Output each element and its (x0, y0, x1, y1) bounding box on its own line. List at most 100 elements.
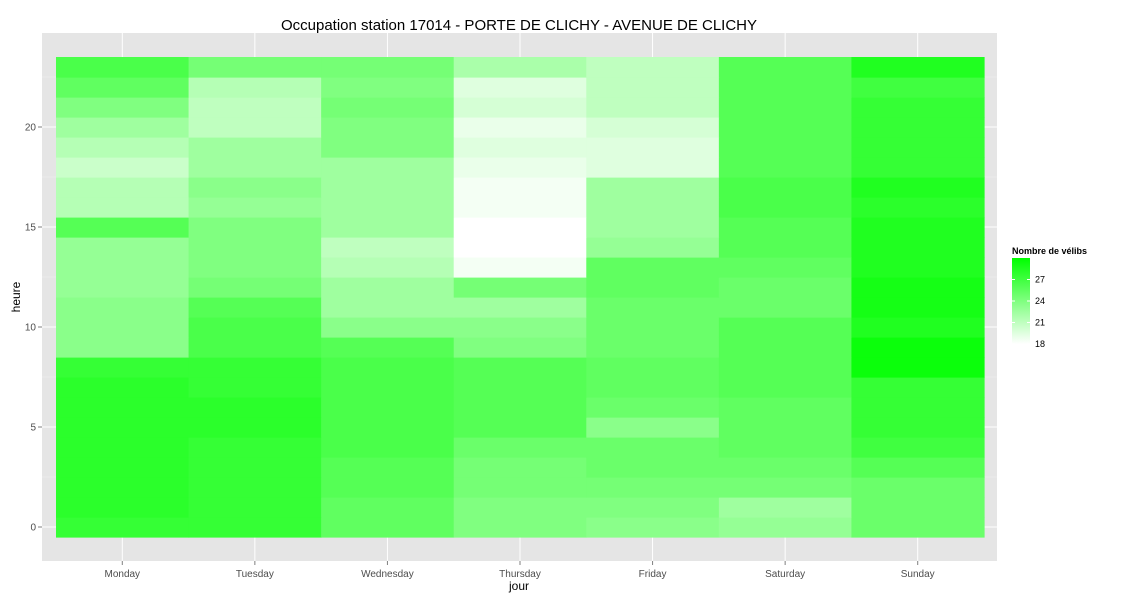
heatmap-cell-thursday-4 (453, 437, 587, 458)
heatmap-cell-tuesday-21 (188, 97, 322, 118)
legend-tick-label-18: 18 (1035, 339, 1045, 349)
heatmap-cell-monday-17 (56, 177, 190, 198)
heatmap-cell-monday-16 (56, 197, 190, 218)
heatmap-cell-monday-12 (56, 277, 190, 298)
heatmap-cell-saturday-2 (718, 477, 853, 498)
heatmap-cell-friday-4 (586, 437, 720, 458)
heatmap-cell-tuesday-4 (188, 437, 322, 458)
heatmap-cell-thursday-20 (453, 117, 587, 138)
heatmap-cell-saturday-10 (718, 317, 853, 338)
heatmap-cell-saturday-5 (718, 417, 853, 438)
heatmap-cell-wednesday-6 (321, 397, 455, 418)
heatmap-cell-sunday-2 (851, 477, 985, 498)
heatmap-cell-friday-23 (586, 57, 720, 78)
heatmap-cell-friday-21 (586, 97, 720, 118)
heatmap-cell-monday-1 (56, 497, 190, 518)
heatmap-cell-sunday-23 (851, 57, 985, 78)
heatmap-cell-monday-14 (56, 237, 190, 258)
heatmap-cell-friday-14 (586, 237, 720, 258)
heatmap-cell-wednesday-0 (321, 517, 455, 538)
heatmap-cell-wednesday-19 (321, 137, 455, 158)
heatmap-cell-saturday-6 (718, 397, 853, 418)
heatmap-cell-sunday-4 (851, 437, 985, 458)
heatmap-cell-sunday-20 (851, 117, 985, 138)
heatmap-cell-sunday-19 (851, 137, 985, 158)
heatmap-cell-tuesday-9 (188, 337, 322, 358)
heatmap-cell-wednesday-15 (321, 217, 455, 238)
heatmap-cell-friday-7 (586, 377, 720, 398)
heatmap-cell-monday-2 (56, 477, 190, 498)
heatmap-cell-saturday-20 (718, 117, 853, 138)
heatmap-cell-tuesday-2 (188, 477, 322, 498)
heatmap-cell-saturday-13 (718, 257, 853, 278)
heatmap-cell-friday-10 (586, 317, 720, 338)
heatmap-cell-thursday-11 (453, 297, 587, 318)
legend-colorbar (1012, 258, 1030, 344)
heatmap-cell-saturday-22 (718, 77, 853, 98)
heatmap-cell-monday-23 (56, 57, 190, 78)
x-tick-label-wednesday: Wednesday (361, 569, 414, 580)
heatmap-cell-friday-8 (586, 357, 720, 378)
heatmap-cell-monday-11 (56, 297, 190, 318)
heatmap-cell-thursday-14 (453, 237, 587, 258)
heatmap-cell-monday-19 (56, 137, 190, 158)
heatmap-cell-sunday-13 (851, 257, 985, 278)
x-tick-label-friday: Friday (639, 569, 667, 580)
y-tick-label-5: 5 (30, 423, 36, 434)
heatmap-cell-tuesday-13 (188, 257, 322, 278)
heatmap-cell-thursday-18 (453, 157, 587, 178)
heatmap-cell-wednesday-2 (321, 477, 455, 498)
heatmap-cell-thursday-23 (453, 57, 587, 78)
heatmap-cell-wednesday-16 (321, 197, 455, 218)
heatmap-cell-thursday-9 (453, 337, 587, 358)
heatmap-cell-saturday-8 (718, 357, 853, 378)
heatmap-cell-sunday-5 (851, 417, 985, 438)
heatmap-cell-saturday-14 (718, 237, 853, 258)
heatmap-cell-thursday-13 (453, 257, 587, 278)
heatmap-cell-monday-18 (56, 157, 190, 178)
heatmap-cell-wednesday-20 (321, 117, 455, 138)
legend-tick-label-27: 27 (1035, 275, 1045, 285)
heatmap-cell-sunday-10 (851, 317, 985, 338)
heatmap-cell-friday-20 (586, 117, 720, 138)
heatmap-cell-tuesday-3 (188, 457, 322, 478)
heatmap-cell-tuesday-16 (188, 197, 322, 218)
heatmap-cell-wednesday-4 (321, 437, 455, 458)
heatmap-cell-saturday-9 (718, 337, 853, 358)
heatmap-cell-wednesday-10 (321, 317, 455, 338)
heatmap-cell-sunday-15 (851, 217, 985, 238)
heatmap-cell-saturday-4 (718, 437, 853, 458)
heatmap-cell-saturday-1 (718, 497, 853, 518)
x-tick-label-saturday: Saturday (765, 569, 805, 580)
heatmap-cell-friday-2 (586, 477, 720, 498)
heatmap-cell-thursday-8 (453, 357, 587, 378)
heatmap-cell-sunday-18 (851, 157, 985, 178)
heatmap-cell-friday-6 (586, 397, 720, 418)
heatmap-cell-saturday-7 (718, 377, 853, 398)
heatmap-cell-monday-15 (56, 217, 190, 238)
y-axis-title: heure (9, 281, 23, 312)
heatmap-cell-wednesday-1 (321, 497, 455, 518)
heatmap-cell-tuesday-12 (188, 277, 322, 298)
heatmap-cell-thursday-2 (453, 477, 587, 498)
heatmap-cell-monday-22 (56, 77, 190, 98)
heatmap-cell-friday-22 (586, 77, 720, 98)
heatmap-cell-wednesday-9 (321, 337, 455, 358)
heatmap-cell-monday-3 (56, 457, 190, 478)
heatmap-cell-wednesday-12 (321, 277, 455, 298)
heatmap-cell-thursday-10 (453, 317, 587, 338)
heatmap-cell-wednesday-5 (321, 417, 455, 438)
y-tick-label-15: 15 (25, 223, 37, 234)
heatmap-cell-tuesday-14 (188, 237, 322, 258)
legend-title: Nombre de vélibs (1012, 246, 1087, 256)
heatmap-cell-sunday-1 (851, 497, 985, 518)
heatmap-cell-friday-15 (586, 217, 720, 238)
heatmap-cells (56, 57, 985, 538)
heatmap-cell-saturday-21 (718, 97, 853, 118)
y-tick-label-10: 10 (25, 323, 37, 334)
heatmap-cell-tuesday-18 (188, 157, 322, 178)
x-tick-label-monday: Monday (104, 569, 140, 580)
heatmap-cell-friday-16 (586, 197, 720, 218)
heatmap-cell-friday-13 (586, 257, 720, 278)
